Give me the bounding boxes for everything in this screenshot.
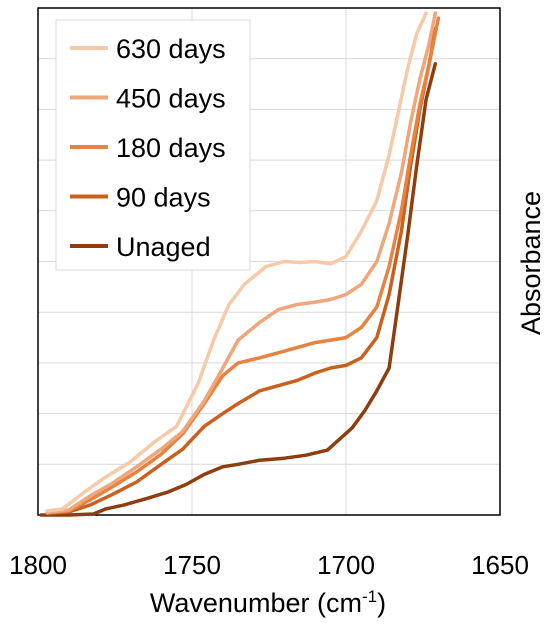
x-tick-label: 1650 xyxy=(471,550,529,580)
x-axis-title: Wavenumber (cm-1) xyxy=(150,587,386,618)
legend-label: Unaged xyxy=(116,232,211,262)
plot-frame xyxy=(37,7,501,516)
legend-label: 90 days xyxy=(116,183,211,213)
x-tick-labels: 1800 1750 1700 1650 xyxy=(9,550,529,580)
legend-label: 180 days xyxy=(116,133,226,163)
series-line xyxy=(45,26,438,515)
series-line xyxy=(45,16,441,515)
x-axis-title-superscript: -1 xyxy=(362,587,377,606)
series-line xyxy=(39,62,438,517)
series-line xyxy=(45,11,438,515)
x-tick-label: 1800 xyxy=(9,550,67,580)
x-axis-title-main: Wavenumber (cm xyxy=(150,588,362,618)
x-tick-label: 1750 xyxy=(163,550,221,580)
series-line xyxy=(45,11,428,513)
y-axis-title: Absorbance xyxy=(516,191,546,335)
legend: 630 days 450 days 180 days 90 days Unaged xyxy=(55,19,251,271)
x-axis-title-end: ) xyxy=(377,588,386,618)
series-lines xyxy=(39,11,441,517)
x-tick-label: 1700 xyxy=(317,550,375,580)
legend-label: 450 days xyxy=(116,84,226,114)
legend-label: 630 days xyxy=(116,34,226,64)
